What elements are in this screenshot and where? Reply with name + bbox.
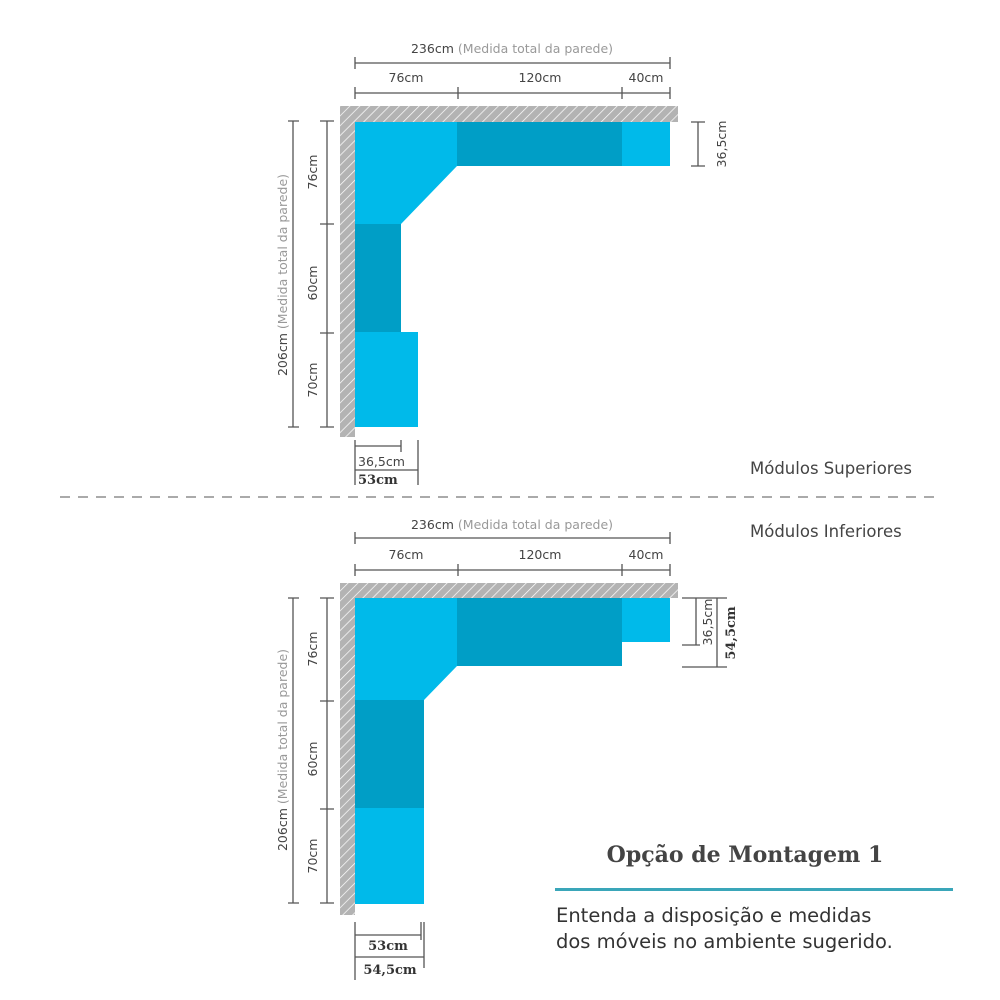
upper-modules-plan: 236cm (Medida total da parede) 76cm 120c… xyxy=(274,40,912,488)
lower-bottom-depth-54: 54,5cm xyxy=(363,963,417,978)
upper-total-height-label: 206cm (Medida total da parede) xyxy=(274,174,291,376)
lower-depth-54: 54,5cm xyxy=(724,606,739,660)
lower-module-60 xyxy=(355,700,424,808)
caption-line-2: dos móveis no ambiente sugerido. xyxy=(556,930,893,953)
upper-height-60: 60cm xyxy=(305,266,320,301)
lower-module-120 xyxy=(457,598,622,666)
lower-bottom-depth-53: 53cm xyxy=(368,939,408,954)
lower-depth-36: 36,5cm xyxy=(700,599,715,646)
upper-bottom-depth-36: 36,5cm xyxy=(358,454,405,469)
upper-corner-module xyxy=(355,122,457,224)
lower-width-40: 40cm xyxy=(629,547,664,562)
lower-module-40 xyxy=(622,598,670,642)
lower-total-width-line xyxy=(354,532,671,544)
lower-height-segments-line xyxy=(320,597,334,904)
upper-left-wall xyxy=(340,106,355,437)
upper-module-70 xyxy=(355,332,418,427)
upper-width-40: 40cm xyxy=(629,70,664,85)
lower-total-height-label: 206cm (Medida total da parede) xyxy=(274,649,291,851)
upper-top-wall xyxy=(340,106,678,122)
caption-title: Opção de Montagem 1 xyxy=(606,842,884,868)
lower-width-120: 120cm xyxy=(519,547,562,562)
lower-modules-plan: Módulos Inferiores 236cm (Medida total d… xyxy=(274,516,902,980)
lower-height-60: 60cm xyxy=(305,742,320,777)
upper-width-120: 120cm xyxy=(519,70,562,85)
lower-corner-module xyxy=(355,598,457,700)
lower-module-70 xyxy=(355,808,424,904)
upper-module-60 xyxy=(355,224,401,332)
upper-total-width-label: 236cm (Medida total da parede) xyxy=(411,40,613,57)
upper-module-40 xyxy=(622,122,670,166)
caption-line-1: Entenda a disposição e medidas xyxy=(556,904,872,927)
upper-height-70: 70cm xyxy=(305,363,320,398)
upper-height-segments-line xyxy=(320,120,334,428)
lower-top-wall xyxy=(340,583,678,598)
upper-total-width-line xyxy=(354,57,671,69)
upper-height-76: 76cm xyxy=(305,155,320,190)
lower-height-76: 76cm xyxy=(305,632,320,667)
lower-total-height-line xyxy=(288,597,299,904)
lower-depth-lines xyxy=(682,597,727,668)
lower-bottom-depth-lines xyxy=(354,922,425,980)
lower-width-76: 76cm xyxy=(389,547,424,562)
upper-width-76: 76cm xyxy=(389,70,424,85)
lower-height-70: 70cm xyxy=(305,839,320,874)
caption-description: Entenda a disposição e medidas dos móvei… xyxy=(556,903,893,955)
upper-depth-line xyxy=(691,121,705,167)
upper-section-label: Módulos Superiores xyxy=(750,459,912,478)
lower-width-segments-line xyxy=(354,564,671,576)
upper-total-height-line xyxy=(288,120,299,428)
upper-module-120 xyxy=(457,122,622,166)
upper-depth-label: 36,5cm xyxy=(714,121,729,168)
lower-left-wall xyxy=(340,583,355,915)
caption-divider xyxy=(555,888,953,891)
upper-width-segments-line xyxy=(354,87,671,99)
upper-bottom-depth-lines xyxy=(354,440,419,485)
lower-total-width-label: 236cm (Medida total da parede) xyxy=(411,516,613,533)
lower-section-label: Módulos Inferiores xyxy=(750,522,902,541)
upper-bottom-depth-53: 53cm xyxy=(358,473,398,488)
